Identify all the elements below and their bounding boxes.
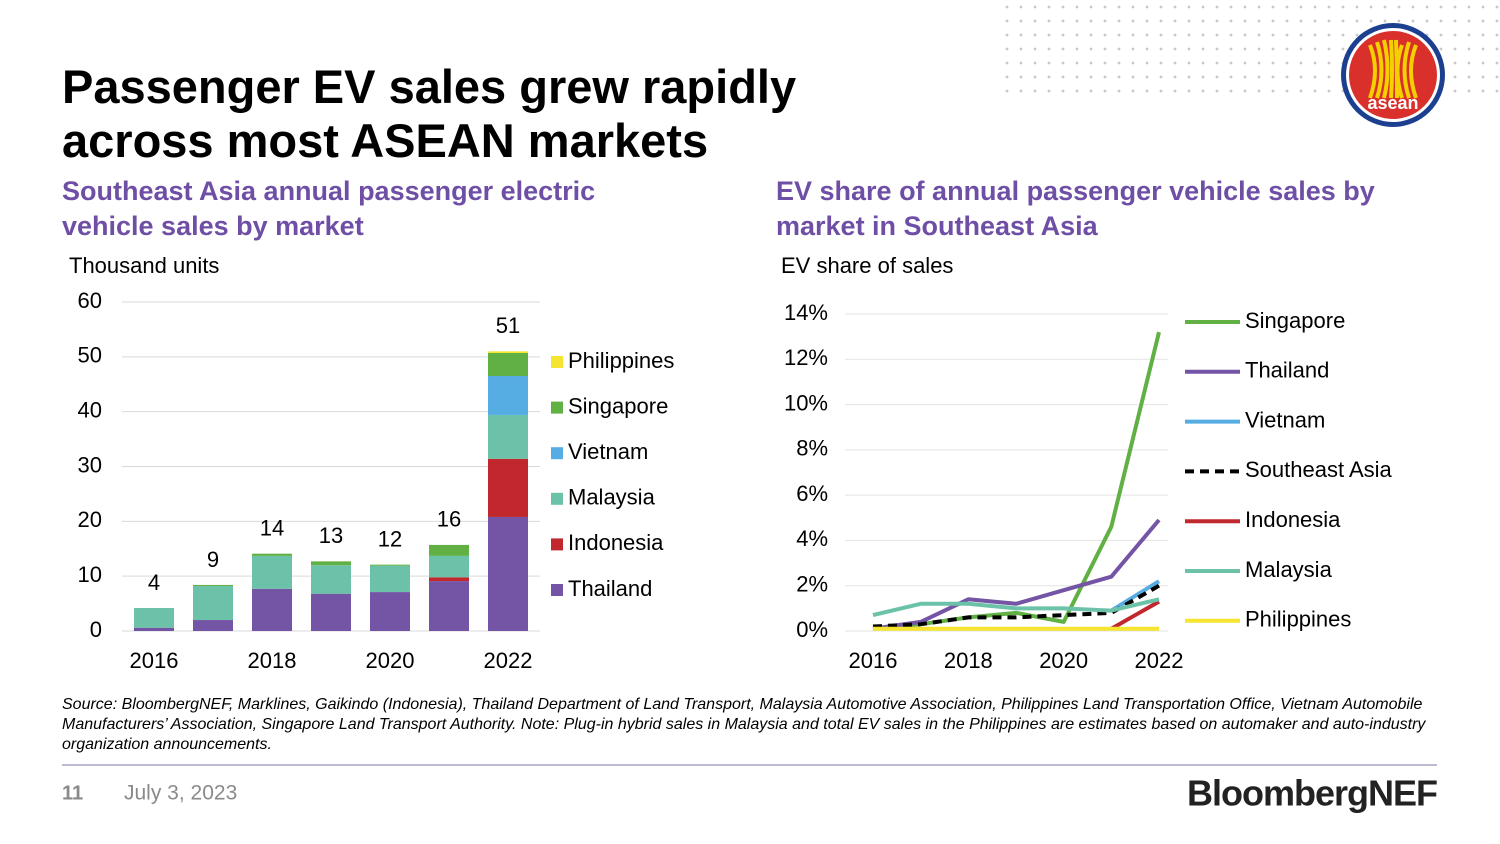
y-tick-label: 10%	[784, 390, 828, 415]
series-line	[1110, 579, 1161, 613]
logo-text: asean	[1367, 93, 1418, 113]
bar-segment	[488, 458, 528, 517]
bar-segment	[488, 516, 528, 631]
y-tick-label: 12%	[784, 345, 828, 370]
y-tick-label: 20	[78, 507, 102, 532]
bar-segment	[429, 544, 469, 556]
total-label: 12	[378, 526, 402, 551]
bar-segment	[488, 351, 528, 353]
legend-label: Vietnam	[568, 439, 648, 464]
series-line	[872, 518, 1161, 631]
y-axis-label: EV share of sales	[781, 253, 953, 278]
slide-title: Passenger EV sales grew rapidly across m…	[62, 60, 797, 167]
total-label: 14	[260, 515, 284, 540]
series-line	[872, 597, 1160, 618]
legend-label: Malaysia	[568, 485, 656, 510]
legend-label: Indonesia	[568, 530, 664, 555]
total-label: 16	[437, 507, 461, 532]
bar-segment	[193, 620, 233, 631]
bar-segment	[488, 376, 528, 415]
bar-segment	[252, 553, 292, 556]
total-label: 51	[496, 313, 520, 338]
bar-segment	[134, 607, 174, 628]
bar-segment	[252, 588, 292, 631]
legend-swatch	[551, 401, 563, 414]
bar-segment	[193, 584, 233, 587]
legend-label: Malaysia	[1245, 557, 1333, 582]
legend-swatch	[551, 492, 563, 505]
x-tick-label: 2016	[130, 648, 179, 673]
x-tick-label: 2022	[1135, 648, 1184, 673]
bar-segment	[311, 561, 351, 566]
y-tick-label: 40	[78, 397, 102, 422]
legend-label: Vietnam	[1245, 407, 1325, 432]
bar-segment	[311, 593, 351, 631]
y-axis-label: Thousand units	[69, 253, 219, 278]
legend-label: Philippines	[568, 348, 674, 373]
legend-label: Philippines	[1245, 607, 1351, 632]
legend-label: Thailand	[568, 576, 652, 601]
total-label: 9	[207, 547, 219, 572]
bar-segment	[193, 586, 233, 621]
bar-segment	[370, 564, 410, 566]
bar-segment	[429, 555, 469, 578]
legend-label: Southeast Asia	[1245, 457, 1393, 482]
bar-segment	[370, 565, 410, 593]
y-tick-label: 2%	[796, 572, 828, 597]
bar-segment	[370, 592, 410, 631]
date: July 3, 2023	[124, 782, 237, 805]
x-tick-label: 2020	[366, 648, 415, 673]
series-line	[1110, 599, 1160, 631]
bar-segment	[134, 627, 174, 631]
y-tick-label: 4%	[796, 526, 828, 551]
y-tick-label: 0	[90, 617, 102, 642]
legend-label: Singapore	[568, 393, 668, 418]
legend-swatch	[551, 356, 563, 368]
x-tick-label: 2022	[484, 648, 533, 673]
y-tick-label: 30	[78, 452, 102, 477]
y-tick-label: 60	[78, 288, 102, 313]
y-tick-label: 50	[78, 343, 102, 368]
legend-label: Singapore	[1245, 308, 1345, 333]
legend-swatch	[551, 447, 563, 460]
chart-title: Southeast Asia annual passenger electric…	[62, 176, 596, 241]
x-tick-label: 2016	[849, 648, 898, 673]
bar-segment	[252, 555, 292, 589]
series-line	[872, 331, 1161, 631]
legend-swatch	[551, 538, 563, 551]
y-tick-label: 14%	[784, 300, 828, 325]
chart-title: EV share of annual passenger vehicle sal…	[776, 176, 1375, 241]
x-tick-label: 2020	[1039, 648, 1088, 673]
total-label: 13	[319, 523, 343, 548]
page-number: 11	[62, 782, 83, 804]
legend-label: Indonesia	[1245, 507, 1341, 532]
series-line	[872, 583, 1160, 629]
bar-segment	[488, 414, 528, 459]
y-tick-label: 0%	[796, 617, 828, 642]
y-tick-label: 10	[78, 562, 102, 587]
bar-segment	[429, 581, 469, 631]
x-tick-label: 2018	[248, 648, 297, 673]
y-tick-label: 6%	[796, 481, 828, 506]
bar-segment	[429, 577, 469, 582]
source-note: Source: BloombergNEF, Marklines, Gaikind…	[62, 696, 1426, 753]
total-label: 4	[148, 570, 160, 595]
bar-segment	[311, 565, 351, 594]
x-tick-label: 2018	[944, 648, 993, 673]
brand: BloombergNEF	[1187, 773, 1437, 814]
legend-swatch	[551, 584, 563, 596]
y-tick-label: 8%	[796, 436, 828, 461]
legend-label: Thailand	[1245, 358, 1329, 383]
asean-logo: asean	[1341, 23, 1445, 127]
bar-segment	[488, 352, 528, 377]
